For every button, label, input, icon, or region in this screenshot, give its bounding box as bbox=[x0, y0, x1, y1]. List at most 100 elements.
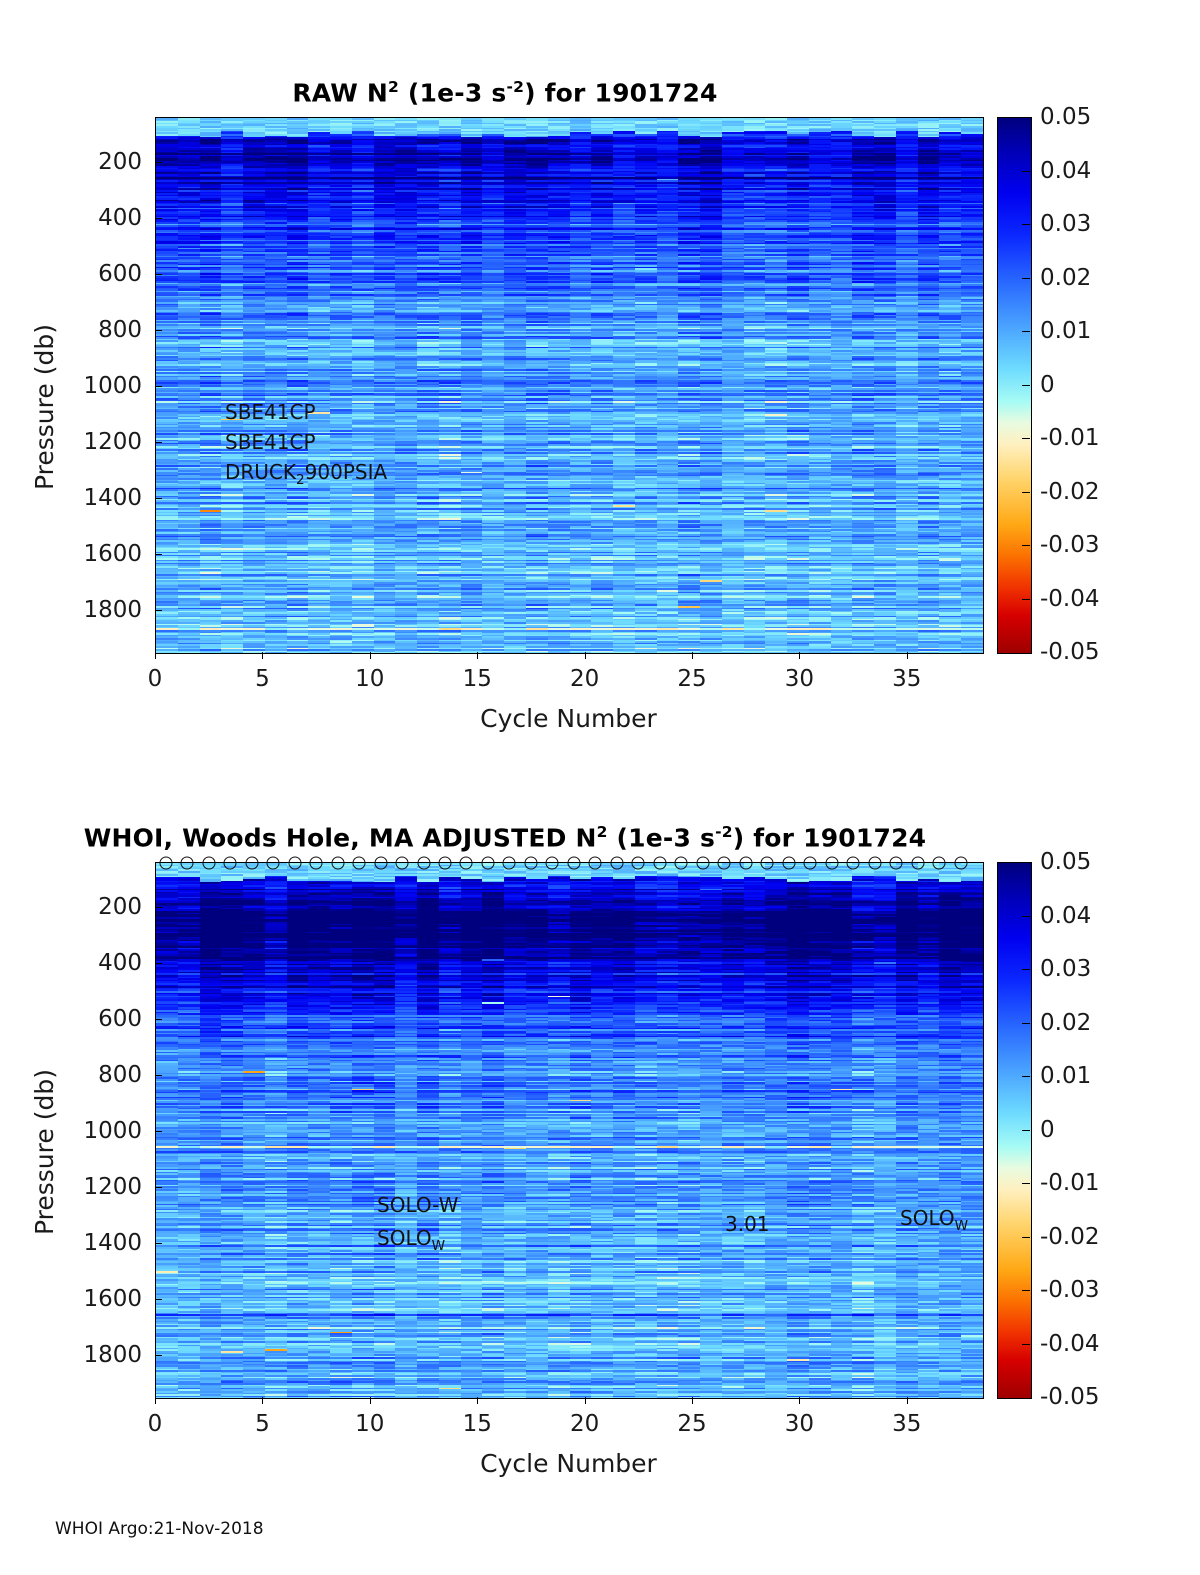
cycle-marker bbox=[761, 857, 774, 870]
colorbar-tick-label: -0.01 bbox=[1040, 425, 1100, 451]
colorbar-tick-label: 0.01 bbox=[1040, 318, 1091, 344]
x-tick-label: 25 bbox=[677, 666, 706, 692]
cycle-marker bbox=[417, 857, 430, 870]
y-tick-label: 200 bbox=[30, 894, 142, 920]
colorbar-tick-mark bbox=[1022, 599, 1030, 600]
y-tick-mark bbox=[155, 386, 162, 387]
y-tick-mark bbox=[155, 1187, 162, 1188]
cycle-marker bbox=[396, 857, 409, 870]
annotation-text: DRUCK bbox=[225, 460, 296, 484]
colorbar-tick-mark bbox=[1022, 1023, 1030, 1024]
colorbar-tick-label: 0.05 bbox=[1040, 849, 1091, 875]
cycle-marker bbox=[224, 857, 237, 870]
float-type-right: SOLOW bbox=[900, 1206, 968, 1234]
cycle-marker bbox=[675, 857, 688, 870]
colorbar-tick-label: -0.03 bbox=[1040, 532, 1100, 558]
colorbar-tick-label: -0.04 bbox=[1040, 586, 1100, 612]
y-tick-label: 1800 bbox=[30, 597, 142, 623]
colorbar-tick-label: 0.04 bbox=[1040, 903, 1091, 929]
y-tick-mark bbox=[155, 1019, 162, 1020]
colorbar-tick-label: 0.04 bbox=[1040, 158, 1091, 184]
y-tick-label: 1800 bbox=[30, 1342, 142, 1368]
y-tick-label: 200 bbox=[30, 149, 142, 175]
adjusted-heatmap-surface bbox=[156, 863, 983, 1398]
cycle-marker bbox=[567, 857, 580, 870]
x-axis-title: Cycle Number bbox=[155, 1449, 982, 1478]
annotation-text: SOLO bbox=[377, 1226, 432, 1250]
raw-chart-title: RAW N2 (1e-3 s-2) for 1901724 bbox=[0, 78, 1010, 107]
float-type-line-2: SOLOW bbox=[377, 1226, 445, 1254]
cycle-marker bbox=[868, 857, 881, 870]
colorbar-tick-label: 0.05 bbox=[1040, 104, 1091, 130]
annotation-subscript: W bbox=[955, 1218, 968, 1234]
cycle-marker bbox=[696, 857, 709, 870]
cycle-marker bbox=[546, 857, 559, 870]
x-tick-mark bbox=[155, 1397, 156, 1404]
x-axis-title: Cycle Number bbox=[155, 704, 982, 733]
colorbar-tick-mark bbox=[1022, 171, 1030, 172]
annotation-text: SBE41CP bbox=[225, 400, 316, 424]
colorbar-tick-mark bbox=[1022, 1290, 1030, 1291]
x-tick-label: 0 bbox=[148, 666, 163, 692]
colorbar-tick-mark bbox=[1022, 1130, 1030, 1131]
colorbar-tick-mark bbox=[1022, 916, 1030, 917]
x-tick-mark bbox=[907, 1397, 908, 1404]
adjusted-n2-panel: WHOI, Woods Hole, MA ADJUSTED N2 (1e-3 s… bbox=[0, 745, 1200, 1505]
y-tick-mark bbox=[155, 442, 162, 443]
y-axis-title: Pressure (db) bbox=[30, 324, 59, 490]
annotation-text: SOLO bbox=[900, 1206, 955, 1230]
cycle-marker bbox=[653, 857, 666, 870]
annotation-text: SOLO-W bbox=[377, 1193, 458, 1217]
y-tick-label: 1600 bbox=[30, 1286, 142, 1312]
y-tick-mark bbox=[155, 1131, 162, 1132]
y-tick-mark bbox=[155, 218, 162, 219]
cycle-marker bbox=[310, 857, 323, 870]
float-type-line-1: SOLO-W bbox=[377, 1193, 458, 1217]
colorbar-tick-label: -0.02 bbox=[1040, 1224, 1100, 1250]
colorbar-tick-label: -0.05 bbox=[1040, 1384, 1100, 1410]
x-tick-mark bbox=[799, 1397, 800, 1404]
x-tick-label: 35 bbox=[892, 666, 921, 692]
x-tick-mark bbox=[799, 652, 800, 659]
x-tick-mark bbox=[370, 652, 371, 659]
x-tick-label: 15 bbox=[463, 666, 492, 692]
colorbar-tick-mark bbox=[1022, 969, 1030, 970]
x-tick-label: 25 bbox=[677, 1411, 706, 1437]
annotation-tail: 900PSIA bbox=[305, 460, 388, 484]
raw-n2-panel: RAW N2 (1e-3 s-2) for 1901724 200 400 600 8… bbox=[0, 0, 1200, 760]
y-tick-label: 400 bbox=[30, 950, 142, 976]
cycle-marker bbox=[589, 857, 602, 870]
cycle-marker bbox=[954, 857, 967, 870]
colorbar-tick-mark bbox=[1022, 331, 1030, 332]
x-tick-label: 0 bbox=[148, 1411, 163, 1437]
cycle-marker bbox=[438, 857, 451, 870]
sensor-line-2: SBE41CP bbox=[225, 430, 316, 454]
cycle-marker bbox=[245, 857, 258, 870]
cycle-marker bbox=[331, 857, 344, 870]
cycle-marker bbox=[374, 857, 387, 870]
colorbar-tick-mark bbox=[1022, 545, 1030, 546]
colorbar-tick-label: -0.02 bbox=[1040, 479, 1100, 505]
colorbar-tick-mark bbox=[1022, 1183, 1030, 1184]
y-tick-mark bbox=[155, 610, 162, 611]
pressure-sensor-line: DRUCK2900PSIA bbox=[225, 460, 387, 488]
adjusted-heatmap-axes bbox=[155, 862, 984, 1399]
raw-heatmap-surface bbox=[156, 118, 983, 653]
y-axis-title: Pressure (db) bbox=[30, 1069, 59, 1235]
colorbar-tick-label: 0.03 bbox=[1040, 211, 1091, 237]
y-tick-mark bbox=[155, 1075, 162, 1076]
cycle-marker bbox=[610, 857, 623, 870]
colorbar-tick-label: -0.05 bbox=[1040, 639, 1100, 665]
colorbar-tick-label: 0.02 bbox=[1040, 1010, 1091, 1036]
x-tick-label: 5 bbox=[255, 666, 270, 692]
colorbar-tick-mark bbox=[1022, 1076, 1030, 1077]
colorbar-tick-mark bbox=[1022, 224, 1030, 225]
x-tick-mark bbox=[262, 1397, 263, 1404]
cycle-marker bbox=[933, 857, 946, 870]
cycle-marker bbox=[782, 857, 795, 870]
cycle-marker bbox=[739, 857, 752, 870]
x-tick-mark bbox=[477, 1397, 478, 1404]
cycle-marker bbox=[632, 857, 645, 870]
x-tick-mark bbox=[370, 1397, 371, 1404]
adjusted-chart-title: WHOI, Woods Hole, MA ADJUSTED N2 (1e-3 s… bbox=[0, 823, 1010, 852]
